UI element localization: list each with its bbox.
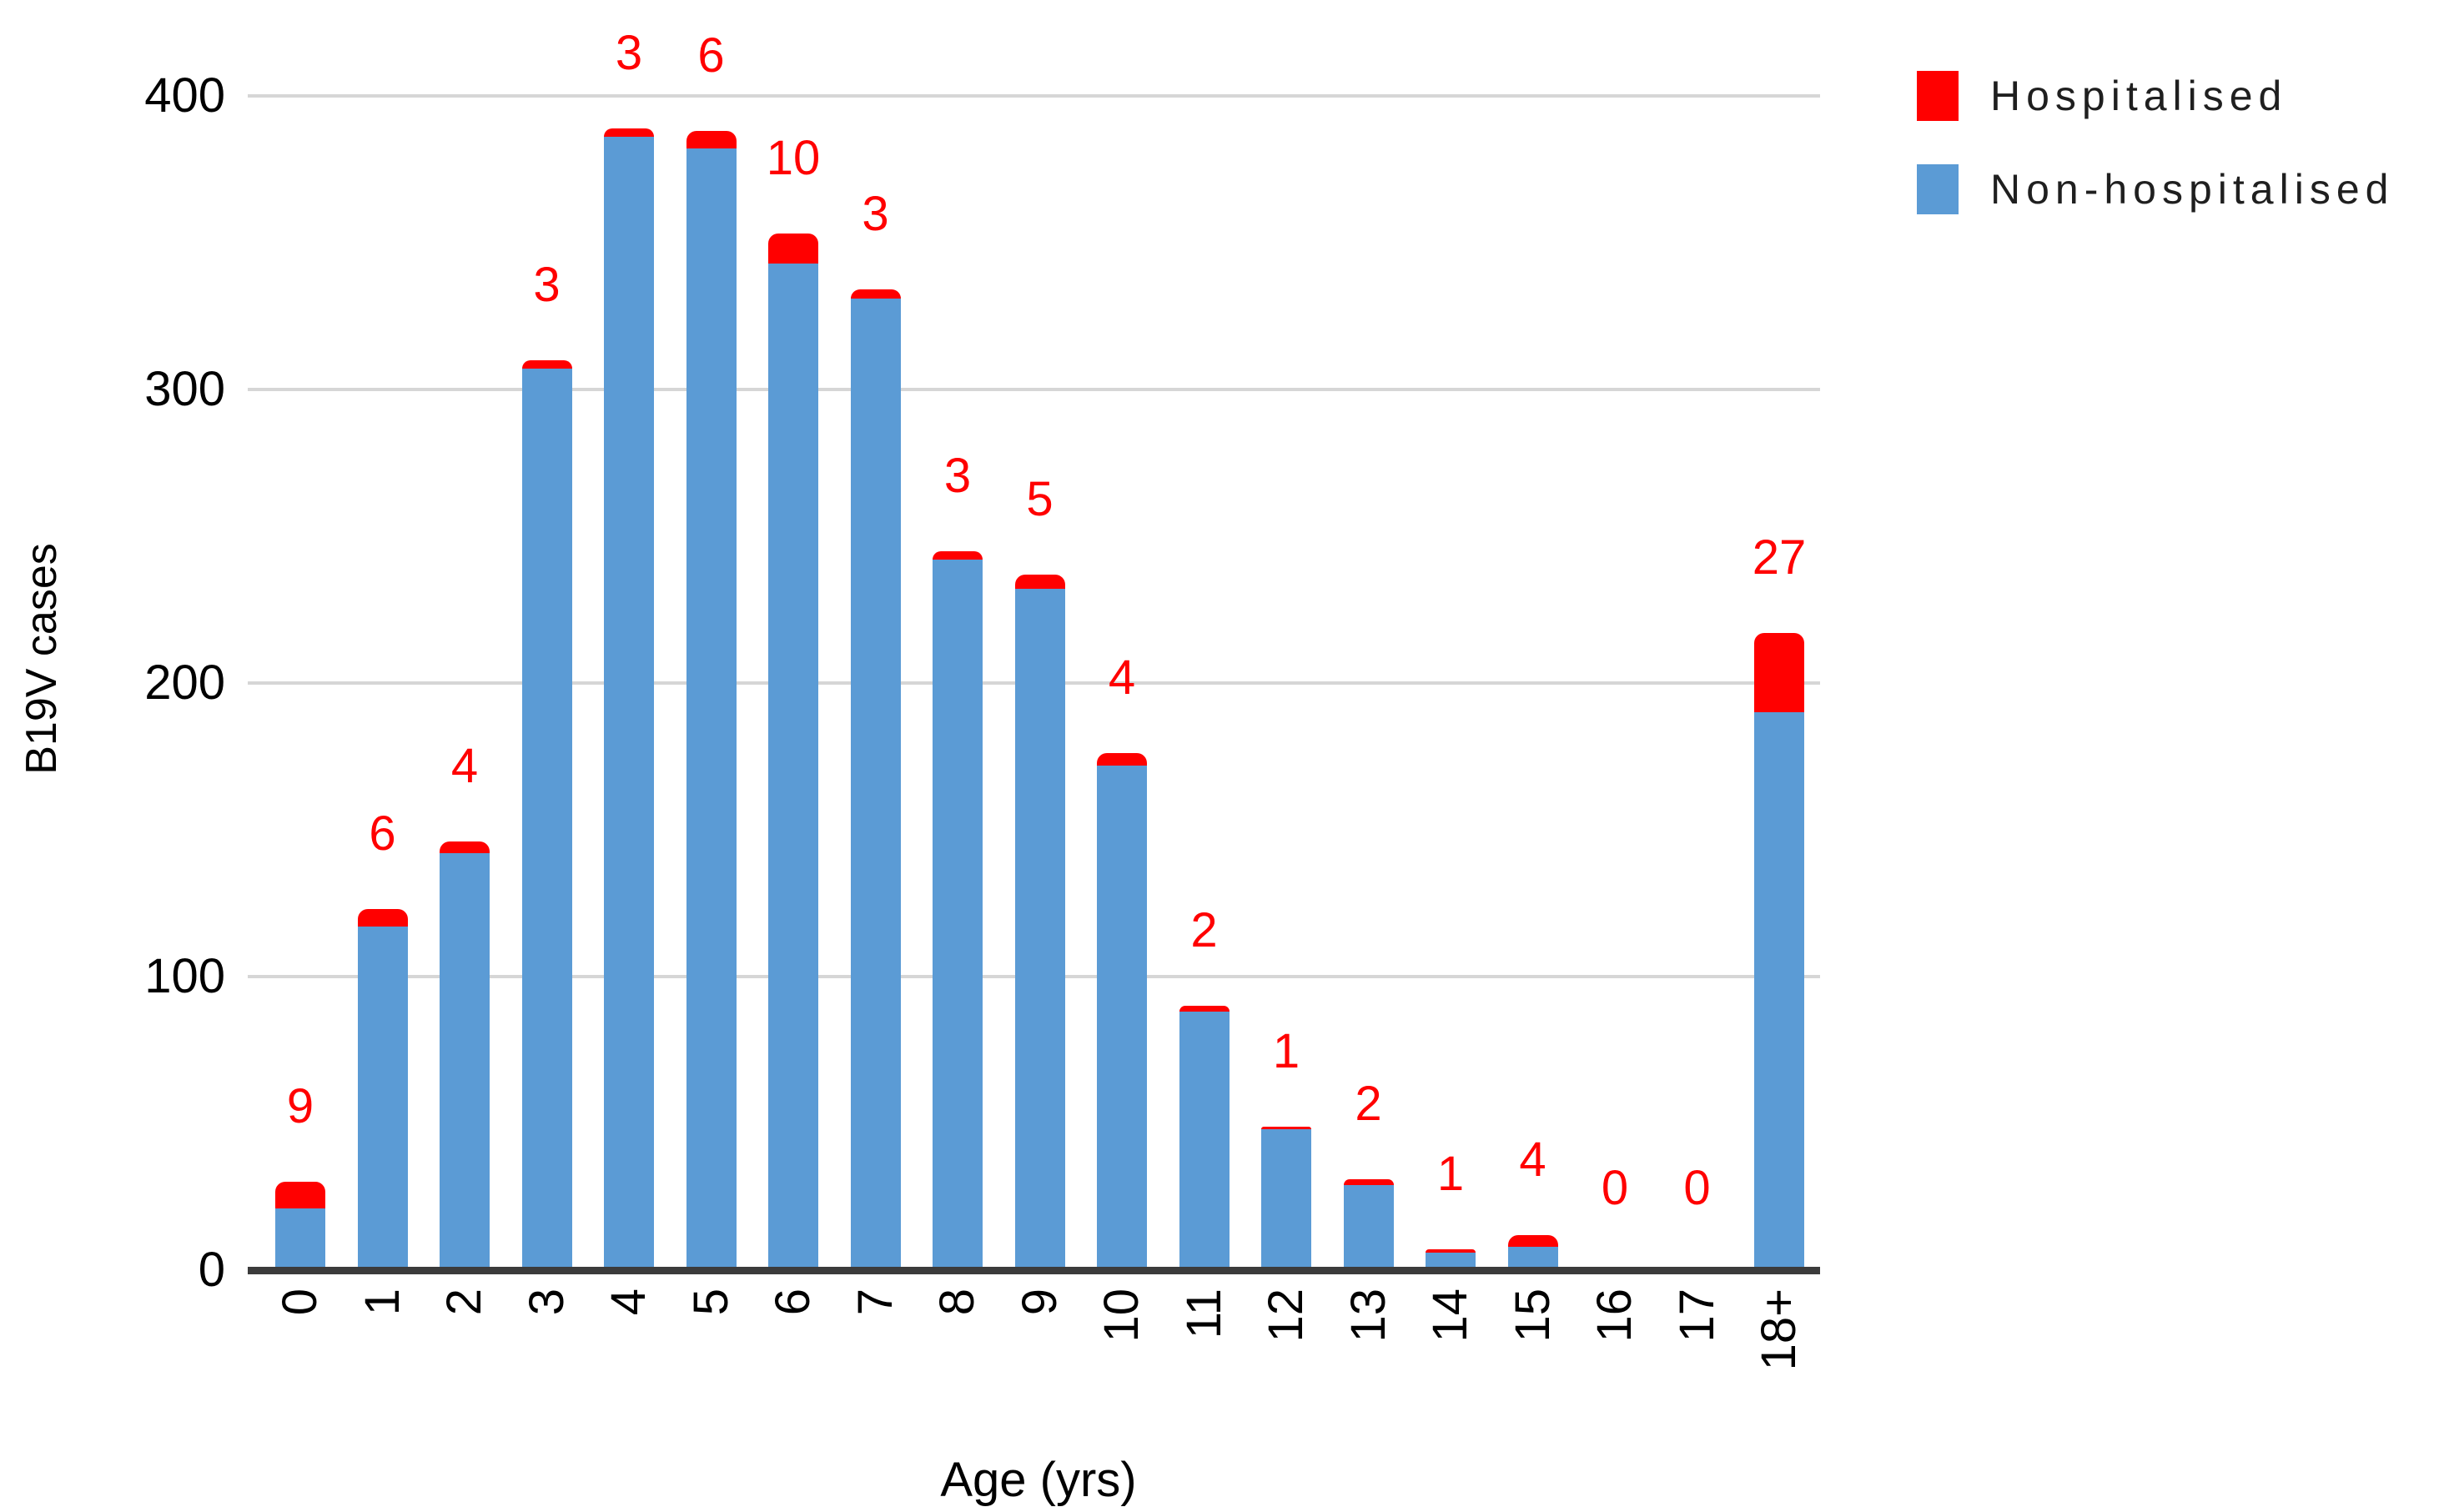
bar-non-hospitalised-age-18+ (1754, 712, 1804, 1270)
hospitalised-count-label-age-12: 1 (1272, 1023, 1300, 1078)
bar-non-hospitalised-age-10 (1097, 765, 1147, 1270)
x-tick-label-8: 8 (930, 1288, 984, 1316)
bar-non-hospitalised-age-15 (1507, 1246, 1558, 1270)
x-axis-title: Age (yrs) (940, 1453, 1137, 1507)
hospitalised-count-label-age-17: 0 (1683, 1161, 1711, 1215)
bar-non-hospitalised-age-2 (440, 853, 490, 1270)
x-tick-label-12: 12 (1259, 1288, 1313, 1343)
bar-non-hospitalised-age-14 (1426, 1252, 1476, 1270)
y-tick-label-200: 200 (144, 656, 225, 710)
bar-hospitalised-age-18+ (1754, 633, 1804, 713)
bar-hospitalised-age-15 (1507, 1234, 1558, 1247)
y-tick-label-400: 400 (144, 68, 225, 123)
bar-non-hospitalised-age-6 (768, 263, 818, 1270)
hospitalised-count-label-age-1: 6 (369, 806, 396, 861)
x-tick-label-9: 9 (1012, 1288, 1067, 1316)
bar-non-hospitalised-age-7 (850, 298, 901, 1270)
legend: Hospitalised Non-hospitalised (1917, 71, 2394, 258)
x-tick-label-4: 4 (601, 1288, 656, 1316)
bar-hospitalised-age-13 (1343, 1178, 1394, 1185)
x-tick-label-15: 15 (1505, 1288, 1560, 1343)
bar-hospitalised-age-11 (1179, 1006, 1230, 1012)
bar-hospitalised-age-14 (1426, 1249, 1476, 1253)
x-tick-label-5: 5 (683, 1288, 738, 1316)
gridline-400 (248, 94, 1820, 98)
hospitalised-count-label-age-16: 0 (1601, 1161, 1629, 1215)
x-tick-label-14: 14 (1423, 1288, 1477, 1343)
hospitalised-count-label-age-14: 1 (1436, 1147, 1465, 1202)
x-tick-label-11: 11 (1176, 1288, 1231, 1339)
x-tick-label-17: 17 (1669, 1288, 1724, 1343)
bar-non-hospitalised-age-8 (933, 560, 983, 1270)
hospitalised-count-label-age-6: 10 (766, 131, 821, 186)
bar-hospitalised-age-10 (1097, 753, 1147, 766)
hospitalised-count-label-age-11: 2 (1190, 903, 1218, 958)
x-tick-label-16: 16 (1587, 1288, 1642, 1343)
y-tick-label-300: 300 (144, 362, 225, 416)
bar-non-hospitalised-age-0 (275, 1208, 325, 1270)
legend-label-hospitalised: Hospitalised (1990, 73, 2288, 119)
legend-item-hospitalised: Hospitalised (1917, 71, 2394, 121)
hospitalised-count-label-age-4: 3 (615, 25, 643, 80)
hospitalised-count-label-age-10: 4 (1108, 651, 1136, 706)
bar-hospitalised-age-12 (1261, 1126, 1311, 1130)
bar-non-hospitalised-age-1 (357, 927, 408, 1270)
legend-label-non-hospitalised: Non-hospitalised (1990, 166, 2395, 213)
hospitalised-count-label-age-13: 2 (1355, 1076, 1382, 1131)
x-tick-label-3: 3 (519, 1288, 574, 1316)
y-tick-label-100: 100 (144, 949, 225, 1003)
x-tick-label-6: 6 (766, 1288, 820, 1316)
x-axis-line (248, 1267, 1820, 1274)
hospitalised-count-label-age-7: 3 (862, 187, 889, 242)
bar-non-hospitalised-age-3 (521, 369, 572, 1270)
hospitalised-count-label-age-18+: 27 (1752, 530, 1807, 585)
hospitalised-count-label-age-2: 4 (450, 739, 479, 794)
bar-non-hospitalised-age-4 (604, 137, 654, 1270)
bar-hospitalised-age-8 (933, 550, 983, 560)
x-tick-label-7: 7 (847, 1288, 903, 1316)
hospitalised-count-label-age-9: 5 (1026, 471, 1054, 526)
x-tick-label-10: 10 (1094, 1288, 1149, 1343)
x-tick-label-1: 1 (355, 1288, 410, 1316)
bar-hospitalised-age-6 (768, 234, 818, 264)
bar-hospitalised-age-1 (357, 909, 408, 927)
bar-hospitalised-age-4 (604, 128, 654, 138)
legend-item-non-hospitalised: Non-hospitalised (1917, 164, 2394, 214)
legend-swatch-non-hospitalised-icon (1917, 164, 1959, 214)
x-tick-label-0: 0 (273, 1288, 327, 1316)
bar-hospitalised-age-2 (440, 841, 490, 854)
bar-non-hospitalised-age-9 (1014, 589, 1065, 1270)
gridline-300 (248, 388, 1820, 391)
bar-hospitalised-age-0 (275, 1182, 325, 1209)
y-tick-label-0: 0 (198, 1243, 225, 1297)
bar-hospitalised-age-9 (1014, 574, 1065, 590)
bar-non-hospitalised-age-11 (1179, 1012, 1230, 1270)
hospitalised-count-label-age-3: 3 (533, 257, 561, 312)
hospitalised-count-label-age-8: 3 (943, 448, 972, 503)
legend-swatch-hospitalised-icon (1917, 71, 1959, 121)
bar-non-hospitalised-age-12 (1261, 1129, 1311, 1270)
x-tick-label-2: 2 (437, 1288, 491, 1316)
bar-hospitalised-age-7 (850, 289, 901, 299)
bar-non-hospitalised-age-13 (1343, 1184, 1394, 1270)
x-tick-label-18+: 18+ (1752, 1288, 1806, 1371)
hospitalised-count-label-age-5: 6 (697, 28, 725, 83)
hospitalised-count-label-age-15: 4 (1519, 1132, 1546, 1187)
x-tick-label-13: 13 (1340, 1288, 1396, 1343)
hospitalised-count-label-age-0: 9 (286, 1079, 314, 1134)
bar-non-hospitalised-age-5 (686, 148, 737, 1270)
bar-hospitalised-age-3 (521, 359, 572, 369)
bar-hospitalised-age-5 (686, 131, 737, 149)
